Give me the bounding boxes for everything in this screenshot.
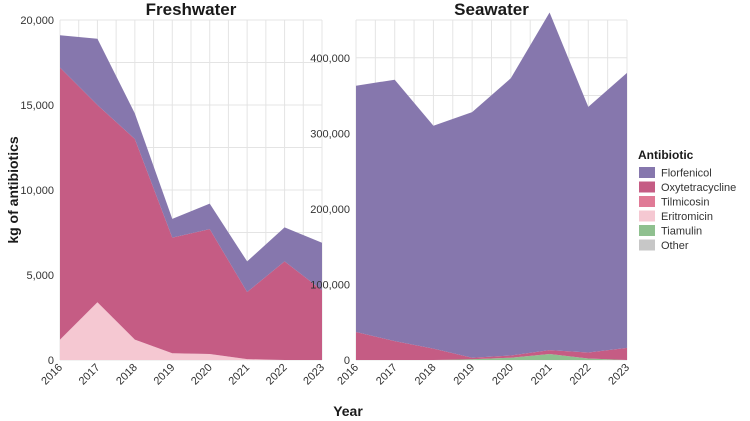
- panel-title: Seawater: [454, 0, 529, 19]
- x-tick-label: 2016: [335, 362, 361, 388]
- legend-swatch: [639, 239, 655, 251]
- y-tick-label: 20,000: [20, 15, 54, 27]
- x-tick-label: 2018: [114, 362, 140, 388]
- legend-title: Antibiotic: [638, 148, 694, 162]
- panel-title: Freshwater: [146, 0, 237, 19]
- legend-label: Other: [661, 240, 689, 252]
- area-florfenicol: [60, 35, 322, 293]
- x-tick-label: 2021: [529, 362, 555, 388]
- legend-item-oxytetracycline: Oxytetracycline: [639, 181, 736, 194]
- legend-swatch: [639, 167, 655, 178]
- y-tick-label: 10,000: [20, 185, 54, 197]
- legend-item-florfenicol: Florfenicol: [639, 167, 712, 180]
- x-tick-label: 2016: [39, 362, 65, 388]
- y-tick-label: 0: [344, 355, 350, 367]
- x-tick-label: 2018: [413, 362, 439, 388]
- x-tick-label: 2017: [374, 362, 400, 388]
- areas: [60, 35, 322, 360]
- y-tick-label: 5,000: [26, 270, 54, 282]
- legend-label: Tiamulin: [661, 226, 702, 238]
- area-florfenicol: [356, 12, 627, 358]
- y-tick-label: 400,000: [310, 53, 350, 65]
- x-tick-label: 2023: [301, 362, 327, 388]
- panel-seawater: Seawater 0 100,000 200,000 300,000 400,000 201…: [310, 0, 632, 387]
- x-tick-label: 2019: [451, 362, 477, 388]
- area-tiamulin: [356, 353, 627, 360]
- y-tick-label: 200,000: [310, 204, 350, 216]
- x-tick-label: 2017: [77, 362, 103, 388]
- legend-item-eritromicin: Eritromicin: [639, 210, 713, 223]
- y-tick-label: 300,000: [310, 128, 350, 140]
- legend-label: Oxytetracycline: [661, 182, 736, 194]
- x-tick-label: 2019: [152, 362, 178, 388]
- legend-label: Eritromicin: [661, 211, 713, 223]
- area-oxytetracycline: [60, 67, 322, 360]
- x-tick-label: 2020: [490, 362, 516, 388]
- area-eritromicin: [60, 302, 322, 360]
- legend-swatch: [639, 225, 655, 236]
- y-tick-label: 15,000: [20, 100, 54, 112]
- x-tick-label: 2022: [264, 362, 290, 388]
- area-oxytetracycline: [356, 332, 627, 360]
- y-tick-label: 100,000: [310, 279, 350, 291]
- panel-freshwater: Freshwater 0 5,000 10,000 15,000 20,000 2016 20…: [20, 0, 327, 387]
- legend: Antibiotic Florfenicol Oxytetracycline Til…: [638, 148, 736, 252]
- x-tick-label: 2020: [189, 362, 215, 388]
- legend-label: Florfenicol: [661, 168, 712, 180]
- legend-item-tiamulin: Tiamulin: [639, 225, 702, 238]
- legend-swatch: [639, 210, 655, 222]
- x-tick-label: 2022: [568, 362, 594, 388]
- legend-item-other: Other: [639, 239, 689, 252]
- legend-swatch: [639, 181, 655, 193]
- x-tick-label: 2023: [606, 362, 632, 388]
- x-axis-title: Year: [333, 403, 363, 419]
- legend-item-tilmicosin: Tilmicosin: [639, 196, 710, 209]
- legend-label: Tilmicosin: [661, 197, 710, 209]
- legend-swatch: [639, 196, 655, 207]
- areas: [356, 12, 627, 360]
- y-tick-label: 0: [48, 355, 54, 367]
- y-axis-title: kg of antibiotics: [5, 136, 21, 244]
- x-tick-label: 2021: [226, 362, 252, 388]
